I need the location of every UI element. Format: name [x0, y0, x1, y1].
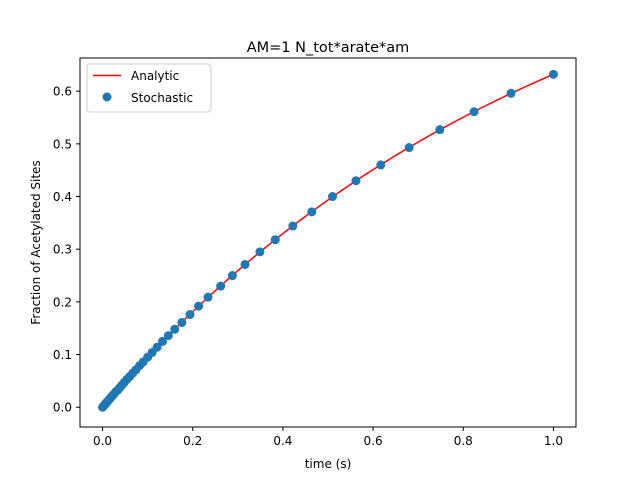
- chart-title: AM=1 N_tot*arate*am: [247, 40, 410, 56]
- plot-frame: [79, 57, 577, 428]
- scatter-point: [170, 324, 180, 334]
- plot-area: [98, 69, 558, 412]
- scatter-point: [270, 235, 280, 245]
- scatter-point: [240, 259, 250, 269]
- y-axis-label: Fraction of Acetylated Sites: [29, 160, 43, 324]
- y-tick-label: 0.2: [53, 295, 72, 309]
- x-tick-label: 0.8: [454, 434, 473, 448]
- y-tick-label: 0.4: [53, 190, 72, 204]
- x-tick-label: 0.2: [183, 434, 202, 448]
- scatter-point: [158, 336, 168, 346]
- scatter-point: [469, 107, 479, 117]
- legend: Analytic Stochastic: [86, 63, 212, 113]
- scatter-point: [328, 192, 338, 202]
- x-axis-ticks: 0.0 0.2 0.4 0.6 0.8 1.0: [93, 427, 563, 448]
- scatter-point: [307, 207, 317, 217]
- legend-scatter-marker: [102, 92, 112, 102]
- y-tick-label: 0.3: [53, 243, 72, 257]
- legend-label-stochastic: Stochastic: [131, 91, 193, 105]
- y-tick-label: 0.5: [53, 137, 72, 151]
- x-tick-label: 0.0: [93, 434, 112, 448]
- scatter-point: [404, 143, 414, 153]
- scatter-point: [255, 247, 265, 257]
- y-tick-label: 0.1: [53, 348, 72, 362]
- scatter-point: [185, 310, 195, 320]
- scatter-point: [288, 221, 298, 231]
- x-axis-label: time (s): [305, 457, 352, 471]
- scatter-point: [376, 160, 386, 170]
- scatter-point: [152, 342, 162, 352]
- scatter-point: [506, 88, 516, 98]
- y-tick-label: 0.6: [53, 85, 72, 99]
- x-tick-label: 0.4: [273, 434, 292, 448]
- legend-label-analytic: Analytic: [131, 69, 179, 83]
- x-tick-label: 0.6: [364, 434, 383, 448]
- x-tick-label: 1.0: [544, 434, 563, 448]
- y-axis-ticks: 0.0 0.1 0.2 0.3 0.4 0.5 0.6: [53, 85, 80, 415]
- scatter-point: [177, 317, 187, 327]
- scatter-point: [227, 271, 237, 281]
- scatter-point: [203, 292, 213, 302]
- scatter-point: [435, 125, 445, 135]
- scatter-point: [548, 69, 558, 79]
- scatter-point: [163, 331, 173, 341]
- scatter-point: [351, 176, 361, 186]
- y-tick-label: 0.0: [53, 401, 72, 415]
- scatter-point: [216, 281, 226, 291]
- scatter-point: [194, 301, 204, 311]
